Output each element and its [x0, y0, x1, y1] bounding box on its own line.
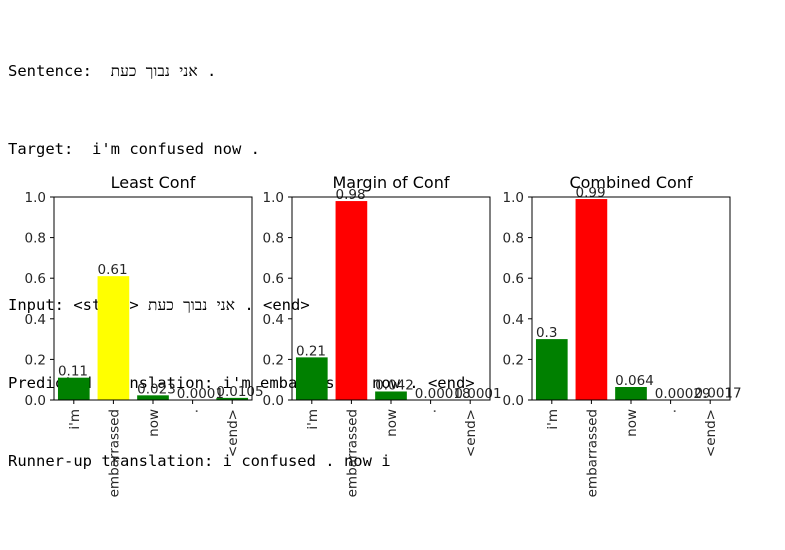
bar-now: [375, 391, 407, 400]
x-tick-label: now: [146, 409, 162, 437]
target-text: i'm confused now .: [92, 140, 260, 158]
y-tick-label: 0.2: [25, 352, 46, 368]
x-tick-label: <end>: [225, 409, 241, 457]
target-line: Target: i'm confused now .: [8, 136, 475, 162]
x-tick-label: embarrassed: [106, 409, 122, 497]
value-label: 0.21: [296, 343, 326, 359]
value-label: 0.61: [98, 262, 128, 278]
value-label: 0.00018: [415, 386, 471, 402]
y-tick-label: 0.4: [503, 312, 524, 328]
target-label: Target:: [8, 140, 74, 158]
value-label: 0.00029: [655, 386, 711, 402]
bar-im: [295, 357, 328, 400]
bar-embarrassed: [97, 276, 130, 400]
x-tick-label: .: [664, 409, 680, 413]
y-tick-label: 0.2: [263, 352, 284, 368]
runnerup-text: i confused . now i: [222, 452, 391, 470]
value-label: 0.3: [536, 325, 557, 341]
input-end-token: . <end>: [244, 296, 310, 314]
y-tick-label: 0.6: [503, 271, 524, 287]
value-label: 0.11: [58, 364, 88, 380]
bar-now: [615, 387, 647, 400]
input-label: Input:: [8, 296, 64, 314]
value-label: 0.99: [576, 185, 606, 201]
y-tick-label: 0.8: [503, 231, 524, 247]
x-tick-label: .: [186, 409, 202, 413]
sentence-end: .: [197, 62, 217, 80]
bar-embarrassed: [335, 201, 368, 400]
chart-title: Least Conf: [111, 173, 196, 192]
x-tick-label: now: [384, 409, 400, 437]
bar-im: [535, 339, 568, 400]
value-label: 0.0017: [694, 386, 741, 402]
y-tick-label: 0.8: [263, 231, 284, 247]
y-tick-label: 0.6: [263, 271, 284, 287]
y-tick-label: 0.6: [25, 271, 46, 287]
y-tick-label: 0.4: [263, 312, 284, 328]
value-label: 0.98: [336, 187, 366, 203]
x-tick-label: i'm: [67, 409, 83, 430]
x-tick-label: embarrassed: [584, 409, 600, 497]
chart-title: Margin of Conf: [333, 173, 450, 192]
x-tick-label: .: [424, 409, 440, 413]
sentence-label: Sentence:: [8, 62, 92, 80]
x-tick-label: now: [624, 409, 640, 437]
sentence-line: Sentence: אני נבוך כעת .: [8, 58, 475, 84]
x-tick-label: i'm: [305, 409, 321, 430]
value-label: 0.023: [137, 381, 176, 397]
bar-im: [57, 377, 90, 400]
bar-now: [137, 395, 169, 400]
chart-title: Combined Conf: [569, 173, 692, 192]
value-label: 0.042: [375, 377, 414, 393]
y-tick-label: 1.0: [25, 190, 46, 206]
plot-frame: [53, 196, 253, 401]
y-tick-label: 0.2: [503, 352, 524, 368]
runnerup-label: Runner-up translation:: [8, 452, 214, 470]
value-label: 0.064: [615, 373, 654, 389]
bar-embarrassed: [575, 199, 608, 400]
y-tick-label: 0.0: [503, 393, 524, 409]
value-label: 0.0001: [177, 386, 224, 402]
console-output: Sentence: אני נבוך כעת . Target: i'm con…: [8, 6, 475, 500]
x-tick-label: embarrassed: [344, 409, 360, 497]
x-tick-label: <end>: [463, 409, 479, 457]
input-text: אני נבוך כעת: [148, 296, 235, 314]
y-tick-label: 0.0: [263, 393, 284, 409]
value-label: 0.0105: [216, 384, 263, 400]
x-tick-label: <end>: [703, 409, 719, 457]
runnerup-line: Runner-up translation: i confused . now …: [8, 448, 475, 474]
plot-frame: [291, 196, 491, 401]
y-tick-label: 1.0: [263, 190, 284, 206]
sentence-text: אני נבוך כעת: [110, 62, 198, 80]
bar-end: [216, 397, 249, 400]
y-tick-label: 0.8: [25, 231, 46, 247]
y-tick-label: 0.0: [25, 393, 46, 409]
y-tick-label: 0.4: [25, 312, 46, 328]
y-tick-label: 1.0: [503, 190, 524, 206]
x-tick-label: i'm: [545, 409, 561, 430]
plot-frame: [531, 196, 731, 401]
